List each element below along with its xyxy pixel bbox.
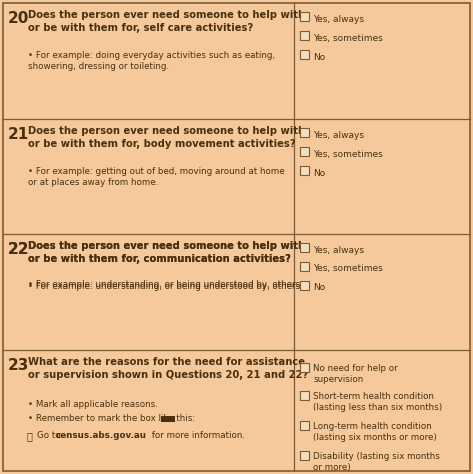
Text: • For example: understanding, or being understood by, others.: • For example: understanding, or being u… [28, 280, 303, 289]
Bar [161, 416, 175, 422]
Bar [300, 363, 309, 372]
Text: Does the person ever need someone to help with,
or be with them for, body moveme: Does the person ever need someone to hel… [28, 126, 309, 149]
Bar [300, 50, 309, 59]
Text: • Remember to mark the box like this:: • Remember to mark the box like this: [28, 414, 195, 423]
Text: Short-term health condition
(lasting less than six months): Short-term health condition (lasting les… [313, 392, 442, 412]
Text: Does the person ever need someone to help with,
or be with them for, communicati: Does the person ever need someone to hel… [28, 241, 309, 264]
Text: census.abs.gov.au: census.abs.gov.au [56, 431, 147, 440]
Text: No: No [313, 283, 325, 292]
Text: ⓘ: ⓘ [27, 431, 33, 441]
Text: 22: 22 [8, 242, 29, 257]
Text: Does the person ever need someone to help with,
or be with them for, self care a: Does the person ever need someone to hel… [28, 10, 309, 33]
Text: What are the reasons for the need for assistance
or supervision shown in Questio: What are the reasons for the need for as… [28, 357, 308, 380]
Text: • For example: understanding, or being understood by, others.: • For example: understanding, or being u… [28, 282, 303, 291]
Text: Does the person ever need someone to help with,
or be with them for, communicati: Does the person ever need someone to hel… [28, 241, 309, 264]
Text: 21: 21 [8, 127, 29, 142]
Text: Yes, sometimes: Yes, sometimes [313, 34, 383, 43]
Text: 22: 22 [8, 242, 29, 257]
Text: Go to: Go to [37, 431, 63, 440]
Bar [300, 243, 309, 252]
Bar [300, 451, 309, 460]
Bar [300, 147, 309, 156]
Bar [300, 12, 309, 21]
Text: Disability (lasting six months
or more): Disability (lasting six months or more) [313, 452, 440, 472]
Text: • Mark all applicable reasons.: • Mark all applicable reasons. [28, 400, 158, 409]
Bar [300, 262, 309, 271]
Text: • For example: getting out of bed, moving around at home
or at places away from : • For example: getting out of bed, movin… [28, 167, 285, 187]
Text: Yes, sometimes: Yes, sometimes [313, 264, 383, 273]
Text: Long-term health condition
(lasting six months or more): Long-term health condition (lasting six … [313, 422, 437, 442]
Bar [300, 391, 309, 400]
Text: Yes, always: Yes, always [313, 246, 364, 255]
Text: No: No [313, 168, 325, 177]
Text: Yes, always: Yes, always [313, 130, 364, 139]
Text: for more information.: for more information. [149, 431, 245, 440]
Text: 23: 23 [8, 358, 29, 373]
Text: • For example: doing everyday activities such as eating,
showering, dressing or : • For example: doing everyday activities… [28, 51, 275, 71]
Text: No need for help or
supervision: No need for help or supervision [313, 364, 398, 384]
Text: Yes, always: Yes, always [313, 15, 364, 24]
Bar [300, 128, 309, 137]
Text: 20: 20 [8, 11, 29, 26]
Bar [300, 281, 309, 290]
Text: Yes, sometimes: Yes, sometimes [313, 149, 383, 158]
Bar [300, 166, 309, 175]
Text: No: No [313, 53, 325, 62]
Bar [300, 421, 309, 430]
Bar [300, 31, 309, 40]
